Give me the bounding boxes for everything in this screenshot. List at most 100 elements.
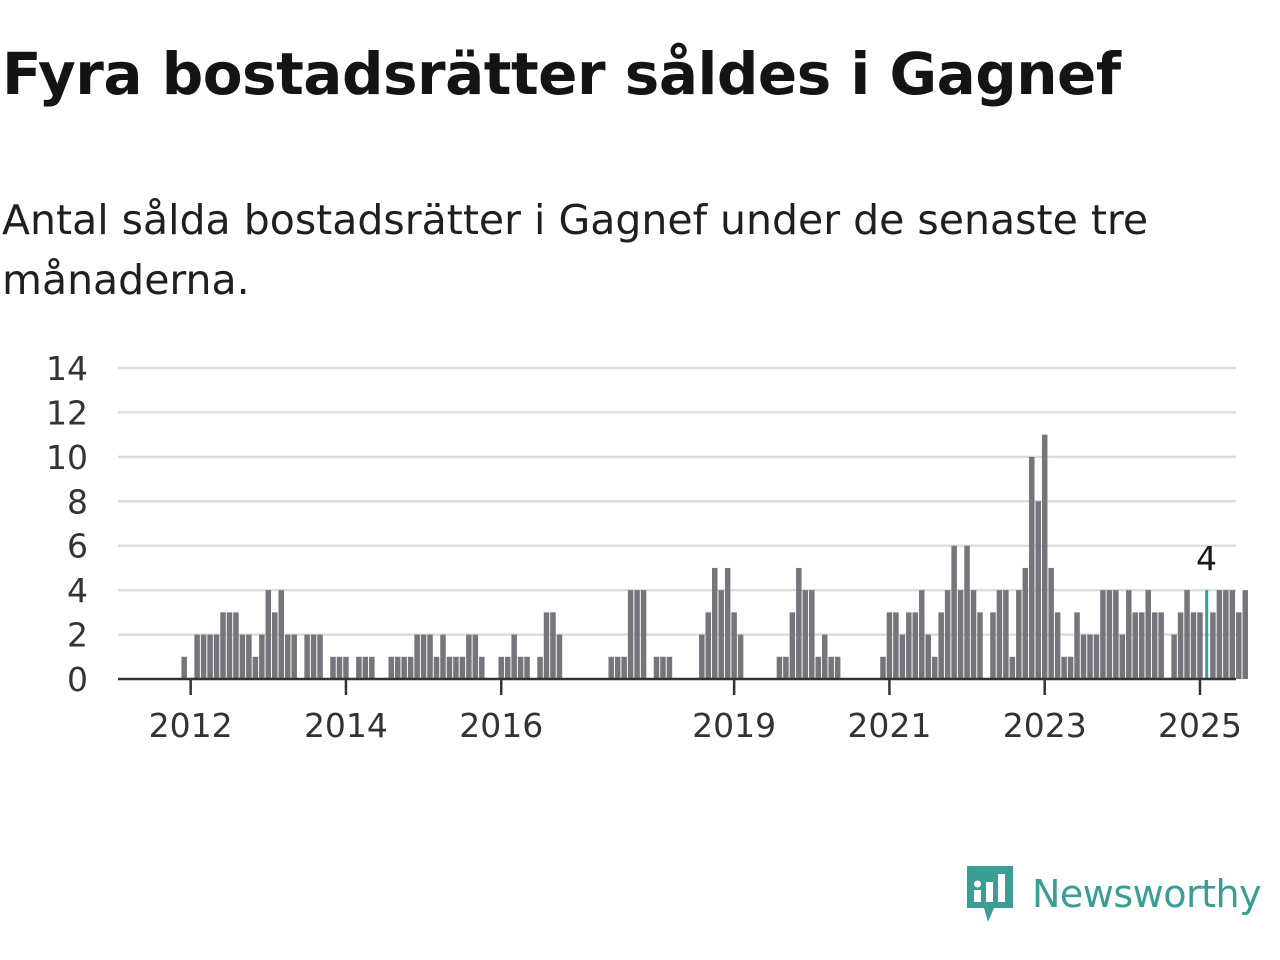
bar [653,656,660,679]
bar [705,612,712,679]
bar [265,590,272,679]
bar [828,656,834,679]
bar [401,656,407,679]
bar [1242,590,1249,679]
y-tick-label: 2 [67,616,88,655]
bar [1210,612,1216,679]
bar [252,656,259,679]
bar [200,634,207,679]
bar [931,656,938,679]
bar [479,656,485,679]
bar [220,612,226,679]
bar [614,656,621,679]
bar [356,656,362,679]
bar [1048,567,1054,679]
bar [394,656,401,679]
bar [407,656,414,679]
bar [433,656,440,679]
bar [511,634,517,679]
bar [233,612,239,679]
bar [1080,634,1087,679]
bar [1009,656,1016,679]
bar [310,634,317,679]
bar [556,634,563,679]
bar [899,634,906,679]
bar [1100,590,1106,679]
highlight-value-label: 4 [1196,539,1217,578]
bar [1177,612,1184,679]
bar [796,567,802,679]
bar [666,656,673,679]
bar [802,590,809,679]
bar [414,634,420,679]
bar [731,612,737,679]
bar [906,612,912,679]
bar [1061,656,1067,679]
bar [1190,612,1197,679]
bar [330,656,336,679]
bar [627,590,634,679]
bar [213,634,220,679]
bar [284,634,291,679]
y-tick-label: 10 [46,438,88,477]
bar-chart: 0 2 4 6 8 10 12 14 2012 2014 2016 2019 2021 2023 2025… [46,349,1249,745]
bar [440,634,446,679]
x-tick-label: 2016 [459,706,543,745]
x-axis-ticks: 2012 2014 2016 2019 2021 2023 2025 [149,679,1242,745]
bar [718,590,724,679]
bar [660,656,666,679]
bar [362,656,369,679]
bar [1029,456,1035,679]
y-axis-ticks: 0 2 4 6 8 10 12 14 [46,349,88,699]
bar [783,656,789,679]
bar [388,656,394,679]
x-tick-label: 2023 [1003,706,1087,745]
y-tick-label: 6 [67,527,88,566]
bar [446,656,453,679]
bar [1158,612,1164,679]
bar [226,612,233,679]
bar [925,634,931,679]
bar [543,612,550,679]
bar [821,634,828,679]
bar [724,567,731,679]
bar [809,590,815,679]
bar [472,634,479,679]
bar [259,634,265,679]
bar [1197,612,1203,679]
bar [951,545,957,679]
bar [504,656,511,679]
x-tick-label: 2012 [149,706,233,745]
bar [893,612,899,679]
bar [304,634,310,679]
bar [977,612,983,679]
bar [996,590,1003,679]
bar [1132,612,1139,679]
bar [1016,590,1022,679]
bar [1041,434,1048,679]
bar [776,656,783,679]
bar-highlight [1205,590,1209,679]
bar [453,656,459,679]
bar [517,656,524,679]
bar [239,634,246,679]
bar [634,590,640,679]
x-tick-label: 2021 [847,706,931,745]
bar [420,634,427,679]
x-tick-label: 2014 [304,706,388,745]
bar [957,590,964,679]
x-tick-label: 2019 [692,706,776,745]
y-tick-label: 8 [67,482,88,521]
bar [1022,567,1029,679]
newsworthy-logo-icon [967,866,1013,922]
bar [621,656,627,679]
bar [498,656,504,679]
bar [343,656,349,679]
bar [938,612,944,679]
bar [1184,590,1190,679]
bar [880,656,886,679]
bar [990,612,996,679]
bar [1074,612,1080,679]
bar [970,590,977,679]
bar [1216,590,1223,679]
